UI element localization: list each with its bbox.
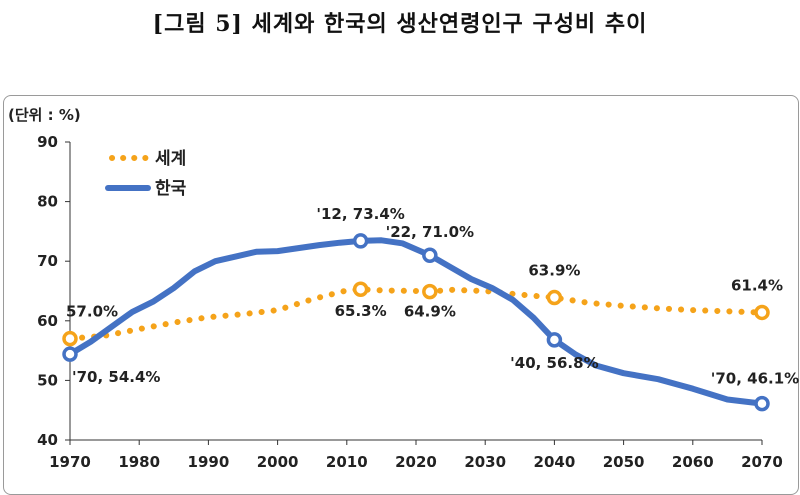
world-marker — [754, 304, 770, 321]
world-marker — [546, 289, 563, 306]
line-chart: 40 50 60 70 80 90 1970 1980 1990 2000 2010 2020 203… — [37, 133, 799, 471]
legend: 세계 한국 — [105, 149, 187, 199]
y-tick-label: 40 — [37, 431, 58, 449]
korea-line — [67, 237, 765, 407]
unit-label: (단위 : %) — [8, 106, 81, 124]
x-tick-label: 2010 — [326, 453, 368, 471]
world-data-label: 57.0% — [66, 303, 118, 321]
y-tick-label: 90 — [37, 133, 58, 151]
legend-korea-label: 한국 — [155, 179, 187, 199]
y-tick-label: 50 — [37, 371, 58, 389]
x-tick-label: 2070 — [741, 453, 783, 471]
series-world — [62, 281, 770, 347]
korea-marker — [62, 346, 78, 362]
x-tick-label: 2020 — [395, 453, 437, 471]
x-tick-label: 1990 — [188, 453, 230, 471]
y-tick-label: 60 — [37, 312, 58, 330]
figure-title: [그림 5] 세계와 한국의 생산연령인구 구성비 추이 — [152, 11, 648, 37]
x-tick-label: 1980 — [118, 453, 160, 471]
world-data-label: 61.4% — [731, 276, 783, 294]
x-tick-label: 2050 — [603, 453, 645, 471]
world-data-label: 64.9% — [404, 303, 456, 321]
world-line — [67, 286, 765, 342]
korea-marker — [352, 233, 369, 249]
x-tick-label: 2030 — [464, 453, 506, 471]
korea-data-label: '70, 46.1% — [711, 370, 799, 388]
x-tick-label: 2060 — [672, 453, 714, 471]
data-labels: 57.0% 65.3% 64.9% 63.9% 61.4% '70, 54.4% '12, … — [66, 205, 799, 388]
korea-data-label: '22, 71.0% — [386, 223, 474, 241]
korea-marker — [422, 247, 438, 263]
x-tick-label: 2000 — [257, 453, 299, 471]
y-tick-label: 70 — [37, 252, 58, 270]
world-marker — [62, 330, 78, 347]
korea-data-label: '70, 54.4% — [72, 368, 160, 386]
korea-marker — [754, 395, 770, 412]
korea-data-label: '40, 56.8% — [510, 354, 598, 372]
y-axis-ticks: 40 50 60 70 80 90 — [37, 133, 70, 449]
world-marker — [422, 283, 438, 300]
world-data-label: 65.3% — [335, 302, 387, 320]
y-tick-label: 80 — [37, 193, 58, 211]
x-axis-ticks: 1970 1980 1990 2000 2010 2020 2030 2040 2050 2060… — [49, 440, 783, 471]
world-marker — [352, 281, 369, 297]
world-data-label: 63.9% — [528, 262, 580, 280]
korea-data-label: '12, 73.4% — [316, 205, 404, 223]
x-tick-label: 2040 — [534, 453, 576, 471]
korea-marker — [546, 332, 563, 348]
series-korea — [62, 233, 770, 412]
legend-world-label: 세계 — [155, 149, 186, 169]
x-tick-label: 1970 — [49, 453, 91, 471]
